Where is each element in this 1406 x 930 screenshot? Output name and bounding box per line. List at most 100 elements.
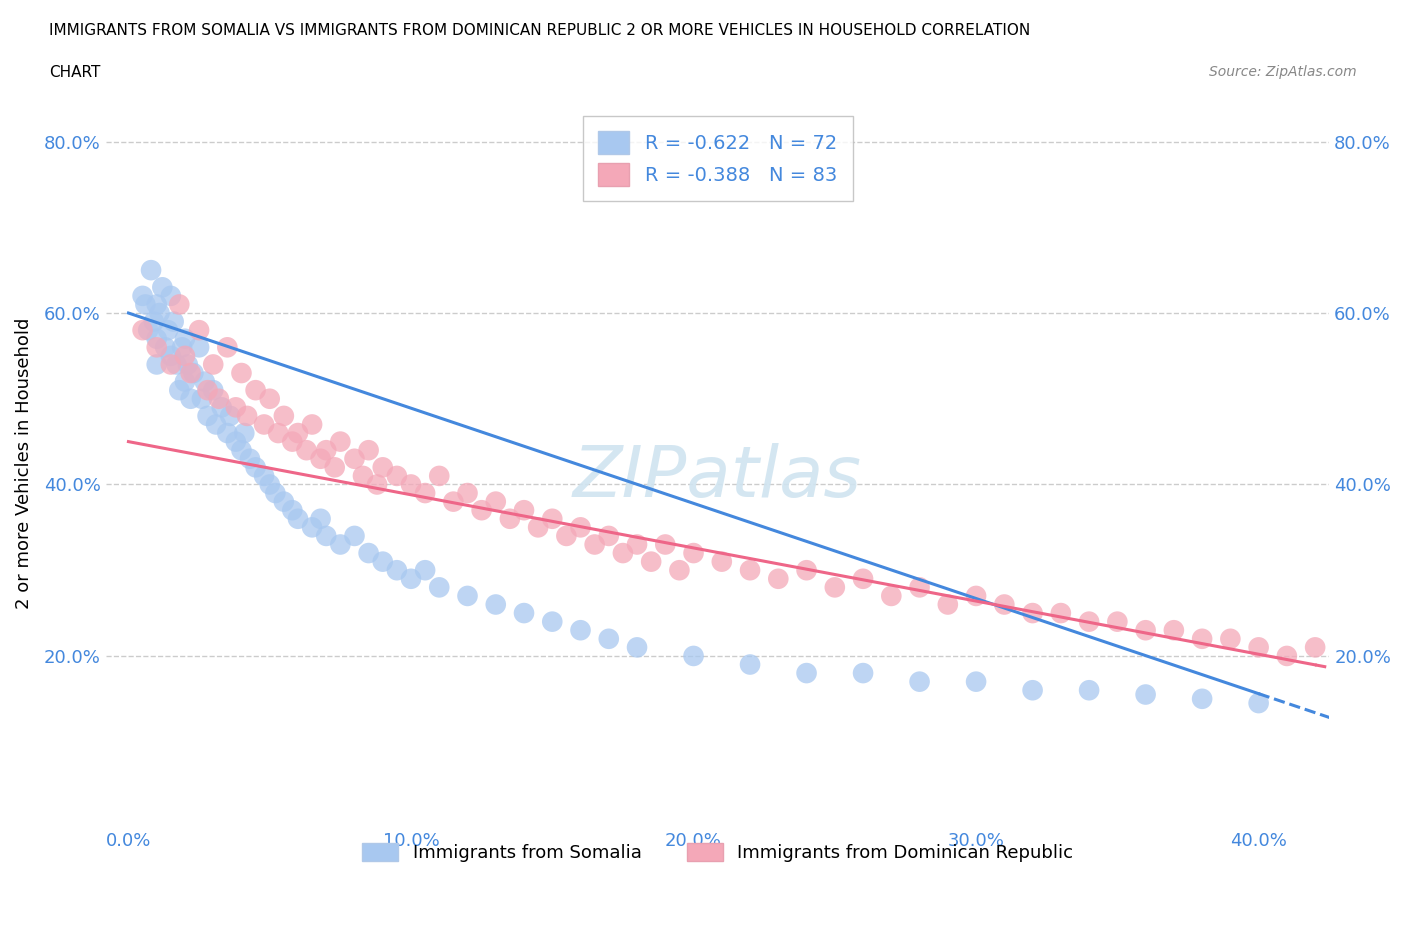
Point: [399, 571, 422, 586]
Point: [145, 357, 167, 372]
Point: [824, 580, 846, 595]
Point: [513, 503, 536, 518]
Point: [301, 520, 323, 535]
Point: [166, 357, 188, 372]
Point: [169, 383, 191, 398]
Point: [156, 323, 179, 338]
Point: [134, 297, 156, 312]
Point: [160, 288, 183, 303]
Point: [908, 580, 931, 595]
Point: [145, 339, 167, 354]
Point: [169, 297, 191, 312]
Point: [583, 537, 606, 551]
Point: [499, 512, 522, 526]
Point: [160, 349, 183, 364]
Point: [267, 426, 290, 441]
Point: [287, 426, 309, 441]
Point: [1331, 648, 1354, 663]
Point: [172, 339, 194, 354]
Point: [385, 563, 408, 578]
Point: [233, 426, 256, 441]
Point: [1078, 614, 1101, 629]
Point: [231, 365, 253, 380]
Point: [654, 537, 676, 551]
Point: [399, 477, 422, 492]
Point: [211, 400, 233, 415]
Point: [245, 383, 267, 398]
Point: [225, 434, 247, 449]
Point: [541, 512, 564, 526]
Point: [1107, 614, 1129, 629]
Point: [1389, 648, 1406, 663]
Point: [993, 597, 1015, 612]
Point: [245, 460, 267, 475]
Point: [231, 443, 253, 458]
Point: [1135, 623, 1157, 638]
Point: [738, 658, 761, 672]
Point: [131, 288, 153, 303]
Point: [197, 383, 219, 398]
Point: [682, 648, 704, 663]
Point: [427, 580, 450, 595]
Point: [281, 503, 304, 518]
Point: [259, 392, 281, 406]
Text: Source: ZipAtlas.com: Source: ZipAtlas.com: [1209, 65, 1357, 79]
Point: [259, 477, 281, 492]
Point: [145, 331, 167, 346]
Point: [191, 392, 214, 406]
Point: [145, 297, 167, 312]
Point: [343, 451, 366, 466]
Point: [1163, 623, 1185, 638]
Point: [217, 339, 239, 354]
Point: [174, 349, 197, 364]
Point: [738, 563, 761, 578]
Point: [441, 494, 464, 509]
Point: [936, 597, 959, 612]
Point: [796, 666, 818, 681]
Point: [139, 262, 162, 277]
Point: [264, 485, 287, 500]
Point: [385, 469, 408, 484]
Point: [1021, 605, 1043, 620]
Point: [366, 477, 388, 492]
Text: CHART: CHART: [49, 65, 101, 80]
Point: [555, 528, 578, 543]
Point: [188, 339, 211, 354]
Point: [527, 520, 550, 535]
Point: [1021, 683, 1043, 698]
Point: [371, 460, 394, 475]
Point: [136, 323, 159, 338]
Point: [174, 374, 197, 389]
Point: [569, 623, 592, 638]
Point: [219, 408, 242, 423]
Point: [239, 451, 262, 466]
Point: [315, 528, 337, 543]
Point: [253, 469, 276, 484]
Point: [217, 426, 239, 441]
Point: [202, 383, 225, 398]
Point: [640, 554, 662, 569]
Point: [163, 314, 186, 329]
Point: [427, 469, 450, 484]
Point: [880, 589, 903, 604]
Point: [1135, 687, 1157, 702]
Point: [309, 512, 332, 526]
Point: [315, 443, 337, 458]
Point: [612, 546, 634, 561]
Point: [710, 554, 733, 569]
Y-axis label: 2 or more Vehicles in Household: 2 or more Vehicles in Household: [15, 317, 32, 609]
Point: [668, 563, 690, 578]
Point: [1303, 640, 1326, 655]
Point: [205, 417, 228, 432]
Point: [965, 589, 987, 604]
Point: [598, 528, 620, 543]
Legend: Immigrants from Somalia, Immigrants from Dominican Republic: Immigrants from Somalia, Immigrants from…: [354, 835, 1080, 870]
Point: [287, 512, 309, 526]
Point: [626, 640, 648, 655]
Point: [1247, 696, 1270, 711]
Point: [1361, 658, 1384, 672]
Text: ZIPatlas: ZIPatlas: [574, 443, 862, 512]
Point: [413, 563, 436, 578]
Point: [329, 537, 352, 551]
Point: [1078, 683, 1101, 698]
